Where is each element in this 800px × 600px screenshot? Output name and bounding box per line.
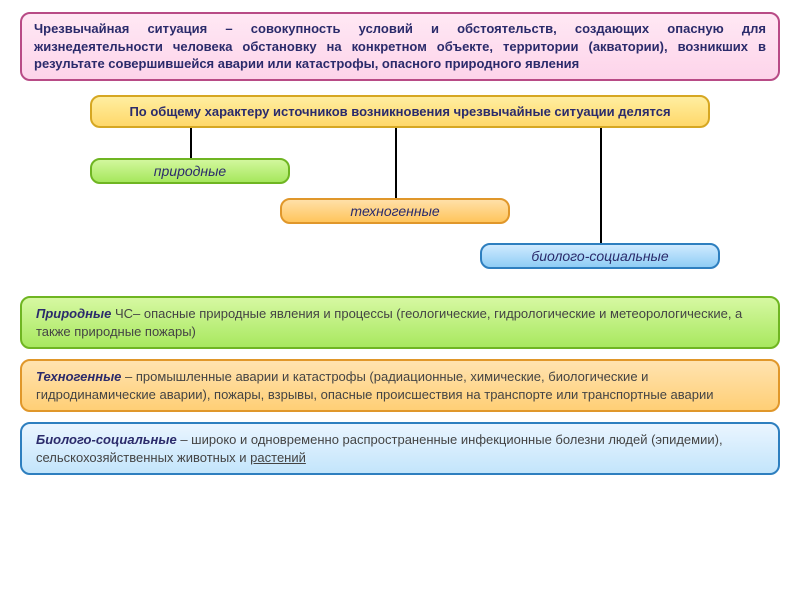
- classification-header: По общему характеру источников возникнов…: [90, 95, 710, 129]
- connector-line: [395, 128, 397, 200]
- definition-box: Чрезвычайная ситуация – совокупность усл…: [20, 12, 780, 81]
- connector-line: [190, 128, 192, 160]
- connector-line: [600, 128, 602, 245]
- category-label: биолого-социальные: [531, 248, 668, 264]
- category-nature: природные: [90, 158, 290, 184]
- description-text: ЧС– опасные природные явления и процессы…: [36, 306, 742, 339]
- classification-header-text: По общему характеру источников возникнов…: [129, 104, 670, 119]
- diagram-area: природные техногенные биолого-социальные: [20, 128, 780, 288]
- description-lead: Природные: [36, 306, 111, 321]
- category-label: техногенные: [350, 203, 439, 219]
- description-biosoc: Биолого-социальные – широко и одновремен…: [20, 422, 780, 475]
- category-label: природные: [154, 163, 226, 179]
- category-biosoc: биолого-социальные: [480, 243, 720, 269]
- description-lead: Техногенные: [36, 369, 121, 384]
- definition-term: Чрезвычайная ситуация: [34, 21, 207, 36]
- category-tech: техногенные: [280, 198, 510, 224]
- description-nature: Природные ЧС– опасные природные явления …: [20, 296, 780, 349]
- description-lead: Биолого-социальные: [36, 432, 177, 447]
- description-text: – промышленные аварии и катастрофы (ради…: [36, 369, 714, 402]
- description-tech: Техногенные – промышленные аварии и ката…: [20, 359, 780, 412]
- description-text-underline: растений: [250, 450, 306, 465]
